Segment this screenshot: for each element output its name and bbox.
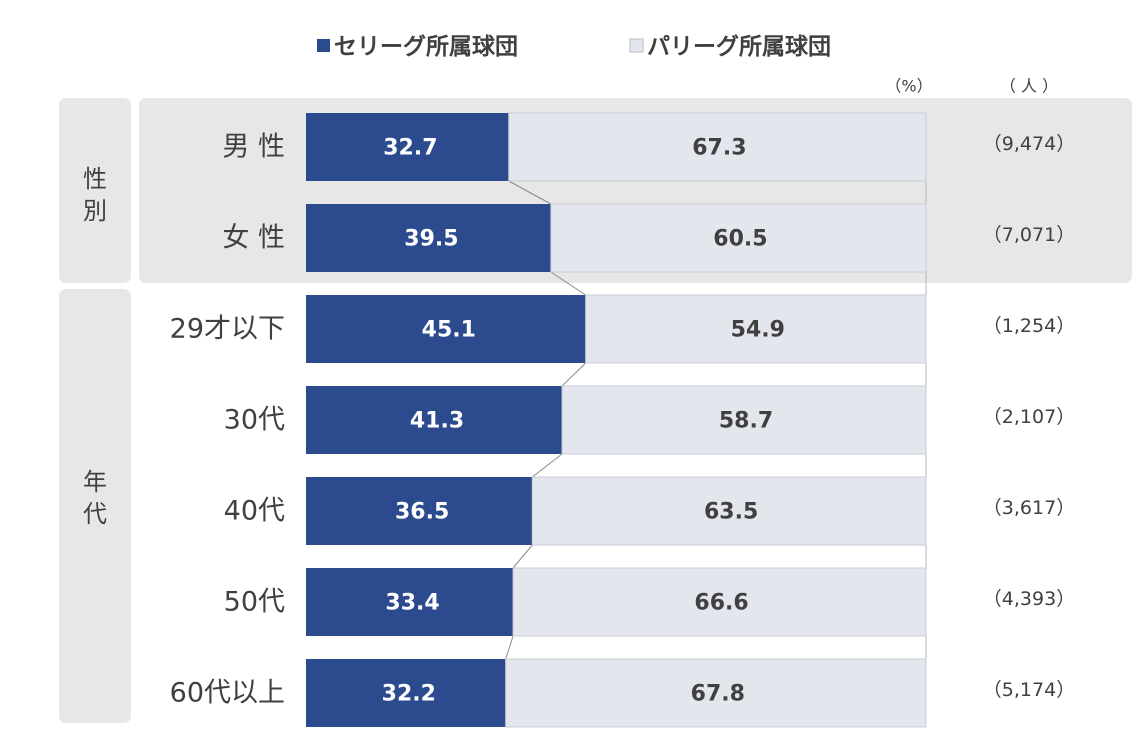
bar-pa (550, 203, 927, 273)
category-label: 29才以下 (170, 314, 285, 345)
bar-pa (512, 567, 927, 637)
data-label-pa: 66.6 (694, 591, 748, 616)
connector-line (508, 180, 552, 205)
data-label-se: 41.3 (410, 409, 464, 434)
connector-line (512, 544, 533, 569)
group-label-age-1: 年 (83, 468, 107, 496)
category-label: 60代以上 (170, 678, 285, 709)
count-label: （2,107） (983, 406, 1075, 428)
data-label-pa: 63.5 (704, 500, 758, 525)
data-label-pa: 60.5 (713, 227, 767, 252)
data-label-se: 32.2 (382, 682, 436, 707)
group-label-age-2: 代 (83, 500, 107, 528)
category-label: 男 性 (222, 132, 285, 163)
data-label-se: 32.7 (383, 136, 437, 161)
connector-line (505, 635, 514, 660)
unit-people-label: （ 人 ） (1000, 77, 1058, 96)
group-panel-gender (59, 98, 131, 283)
legend-label-se: セリーグ所属球団 (334, 33, 518, 60)
category-label: 30代 (224, 405, 285, 436)
unit-percent-label: （%） (885, 77, 932, 96)
data-label-se: 33.4 (385, 591, 439, 616)
bar-se (306, 659, 506, 727)
bar-se (306, 386, 563, 454)
group-panel-age (59, 289, 131, 723)
category-label: 40代 (224, 496, 285, 527)
bar-pa (505, 658, 927, 728)
data-label-pa: 67.3 (692, 136, 746, 161)
category-label: 50代 (224, 587, 285, 618)
legend-swatch-se (317, 39, 330, 52)
legend-label-pa: パリーグ所属球団 (647, 33, 831, 60)
connector-line (550, 271, 586, 296)
bar-pa (561, 385, 927, 455)
group-label-gender-2: 別 (83, 197, 107, 225)
data-label-se: 45.1 (422, 318, 476, 343)
bar-pa (585, 294, 927, 364)
data-label-pa: 54.9 (731, 318, 785, 343)
bar-se (306, 113, 509, 181)
bar-se (306, 568, 514, 636)
data-label-pa: 58.7 (719, 409, 773, 434)
data-label-pa: 67.8 (691, 682, 745, 707)
group-label-gender-1: 性 (83, 165, 107, 193)
bar-se (306, 295, 586, 363)
category-label: 女 性 (222, 223, 285, 254)
count-label: （7,071） (983, 224, 1075, 246)
connector-line (561, 362, 586, 387)
bar-se (306, 477, 533, 545)
bar-se (306, 204, 551, 272)
connector-line (531, 453, 563, 478)
legend-swatch-pa (629, 38, 644, 53)
count-label: （1,254） (983, 315, 1075, 337)
count-label: （5,174） (983, 679, 1075, 701)
count-label: （3,617） (983, 497, 1075, 519)
count-label: （9,474） (983, 133, 1075, 155)
bar-pa (531, 476, 927, 546)
data-label-se: 39.5 (404, 227, 458, 252)
count-label: （4,393） (983, 588, 1075, 610)
bar-pa (508, 112, 927, 182)
data-label-se: 36.5 (395, 500, 449, 525)
